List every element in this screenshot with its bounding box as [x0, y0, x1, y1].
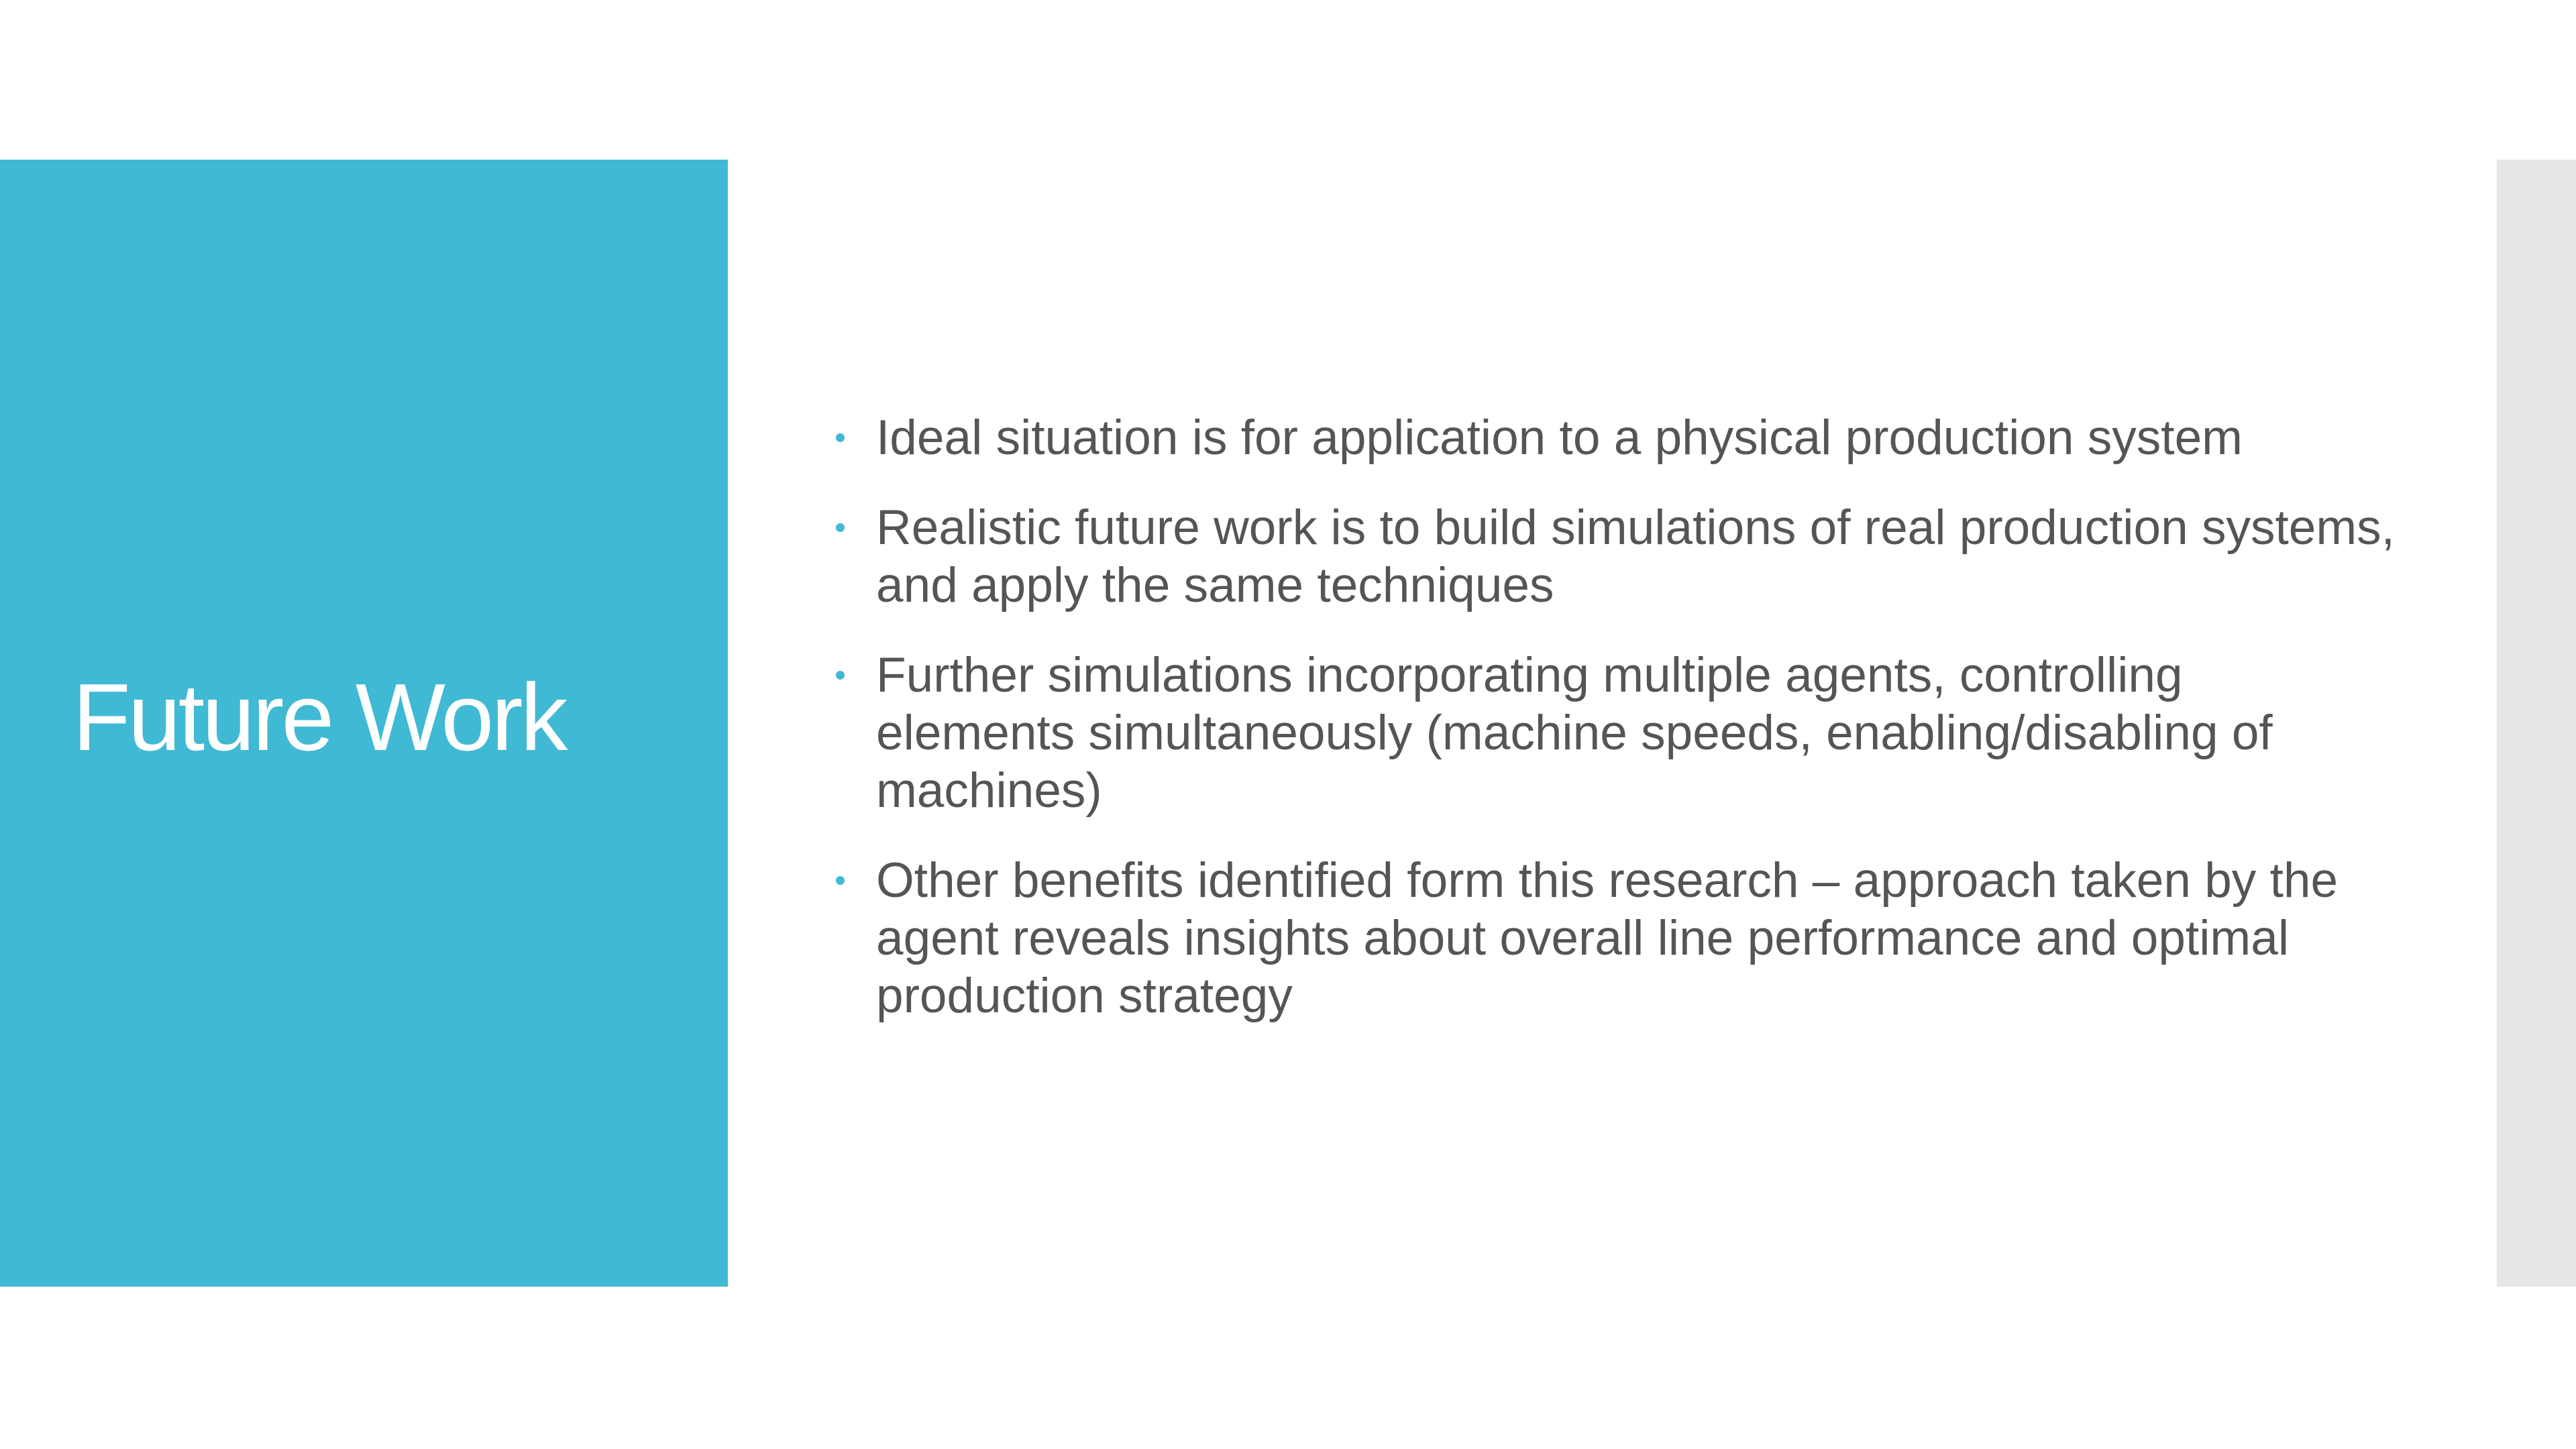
- title-panel: [0, 160, 728, 1287]
- bullet-dot-icon: [836, 523, 845, 532]
- bullet-text: Realistic future work is to build simula…: [876, 500, 2395, 612]
- slide-title: Future Work: [72, 664, 568, 771]
- bullet-item: Ideal situation is for application to a …: [832, 409, 2395, 467]
- bullet-text: Other benefits identified form this rese…: [876, 853, 2339, 1023]
- bullet-text: Ideal situation is for application to a …: [876, 411, 2243, 465]
- bullet-list: Ideal situation is for application to a …: [832, 409, 2395, 1057]
- bullet-item: Realistic future work is to build simula…: [832, 499, 2395, 614]
- right-side-strip: [2497, 160, 2576, 1287]
- bullet-item: Further simulations incorporating multip…: [832, 647, 2395, 820]
- bullet-text: Further simulations incorporating multip…: [876, 648, 2273, 818]
- bullet-dot-icon: [836, 671, 845, 680]
- bullet-item: Other benefits identified form this rese…: [832, 852, 2395, 1025]
- bullet-dot-icon: [836, 876, 845, 885]
- bullet-dot-icon: [836, 433, 845, 442]
